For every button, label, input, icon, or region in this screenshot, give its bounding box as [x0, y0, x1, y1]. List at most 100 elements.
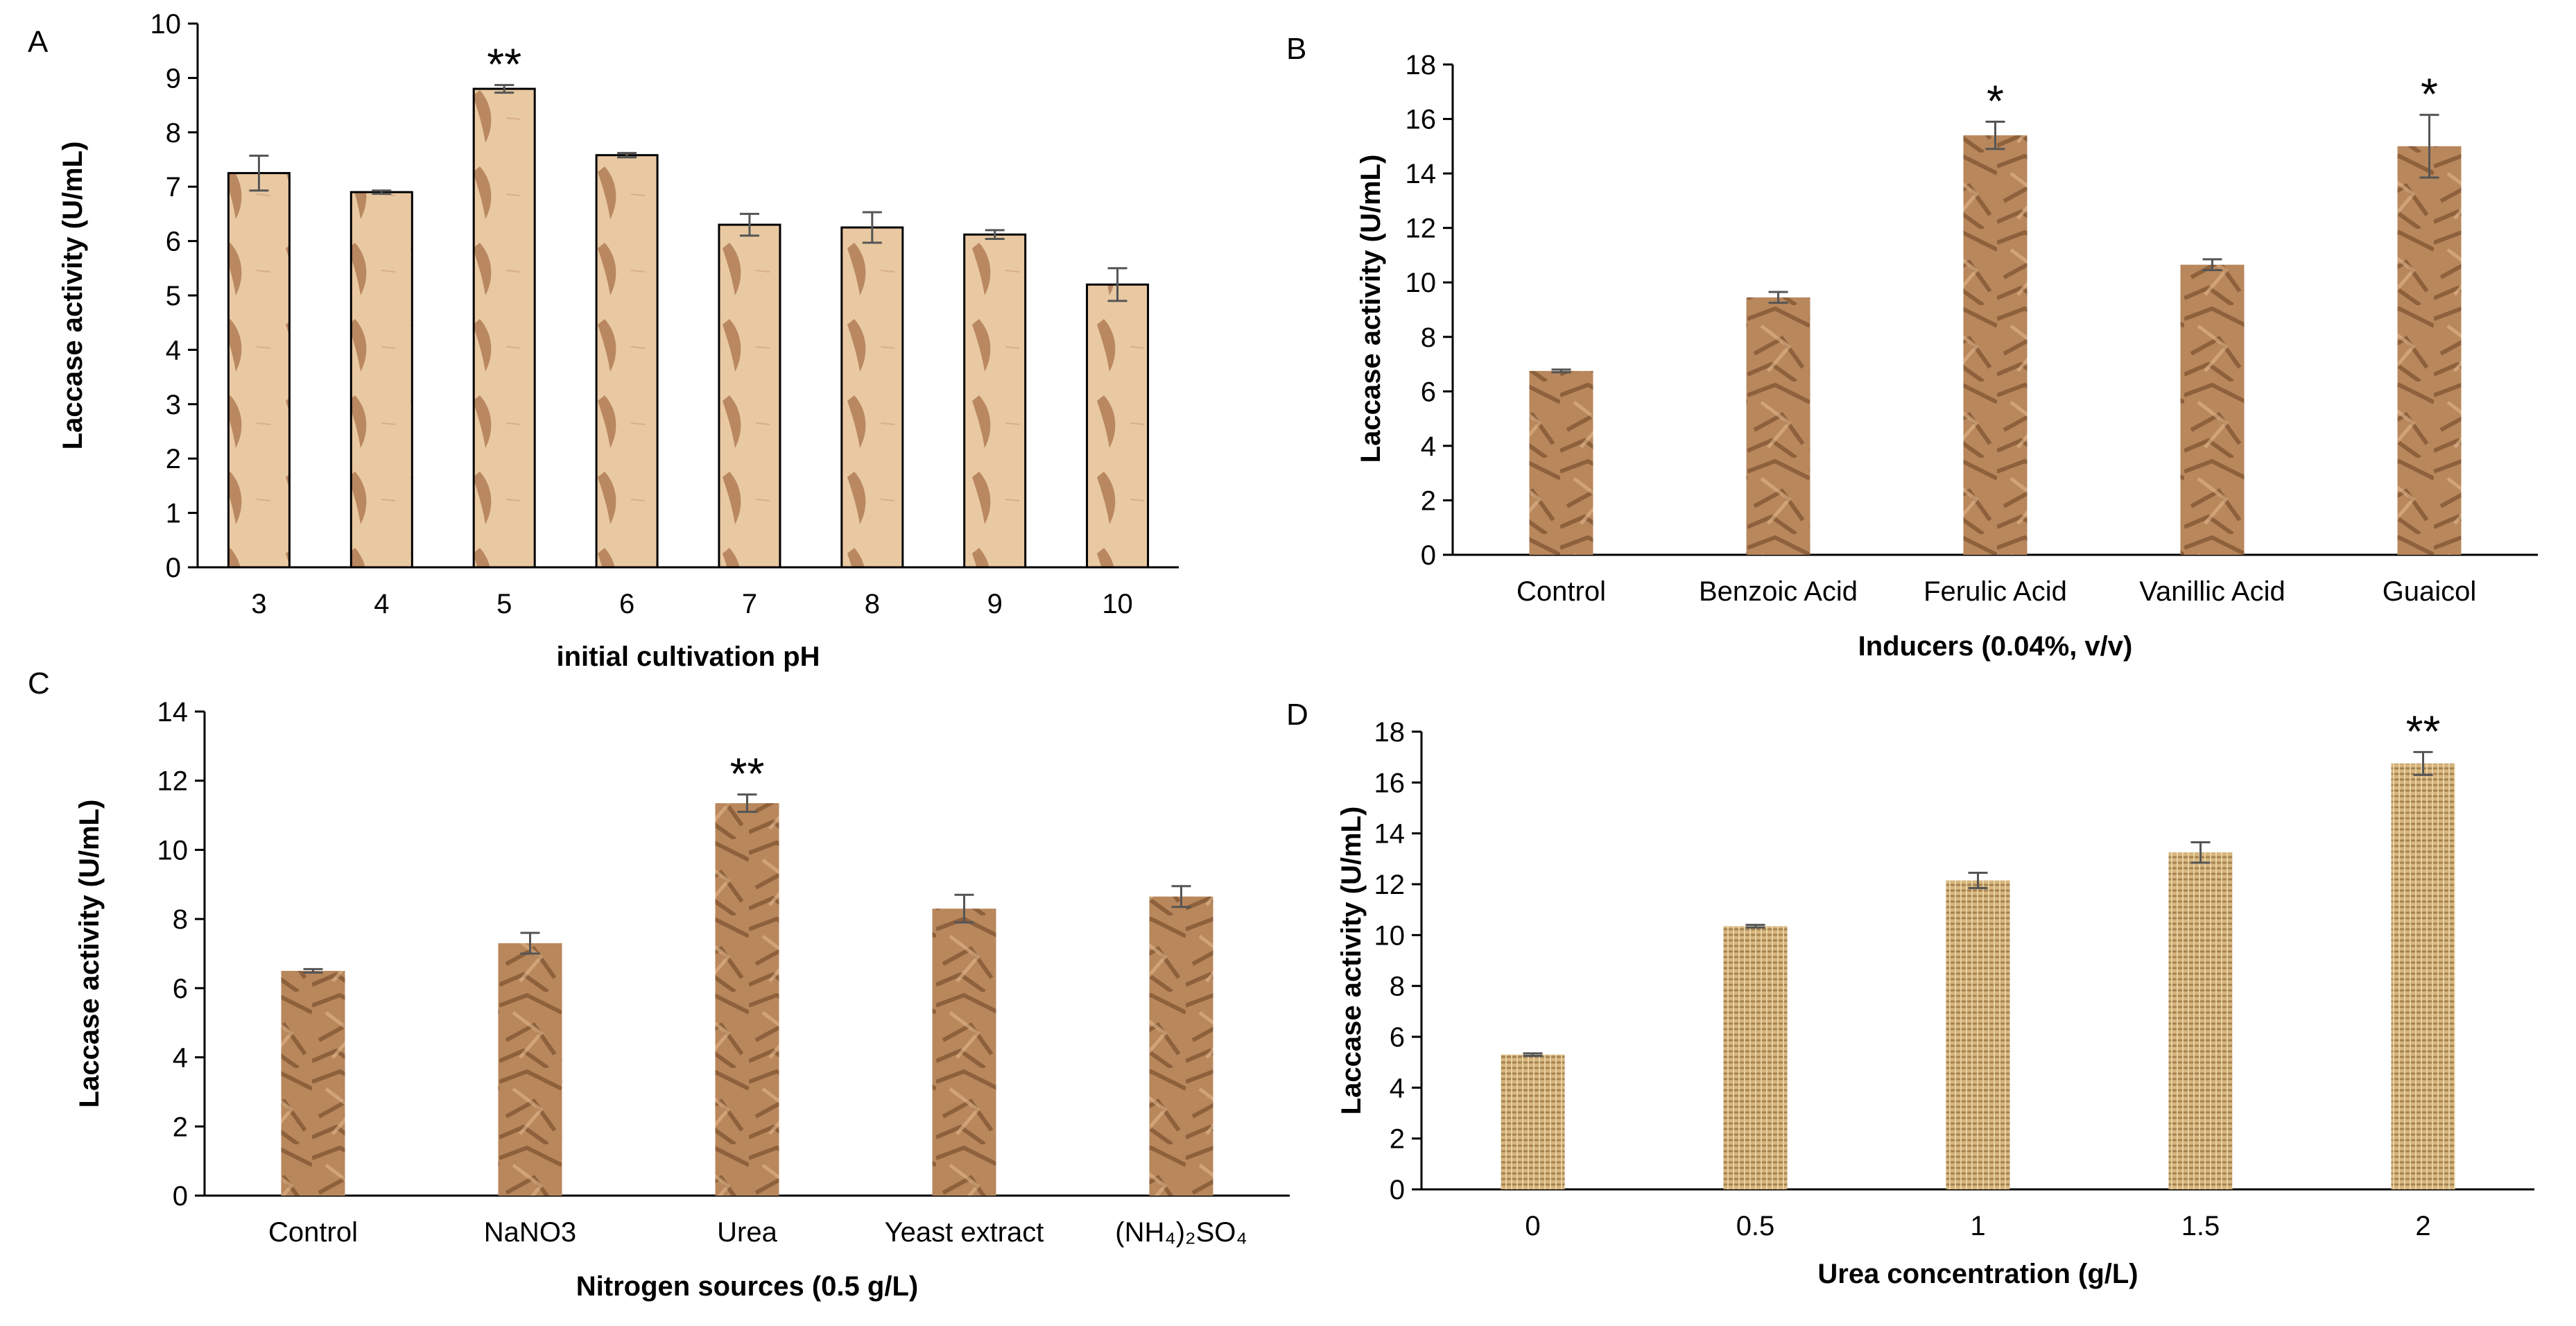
- y-tick-label: 8: [173, 904, 188, 935]
- x-tick-label: Benzoic Acid: [1699, 576, 1858, 607]
- x-tick-label: 7: [742, 589, 757, 619]
- y-tick-label: 16: [1406, 105, 1437, 135]
- bar-Control: [281, 970, 345, 1196]
- bar-NaNO3: [498, 943, 562, 1196]
- y-tick-label: 8: [1421, 322, 1436, 353]
- x-tick-label: 3: [251, 589, 266, 619]
- bar-Ferulic Acid: [1963, 135, 2028, 556]
- significance-marker: **: [487, 40, 521, 89]
- x-tick-label: 8: [865, 589, 880, 619]
- y-tick-label: 8: [1390, 972, 1405, 1002]
- y-tick-label: 6: [1421, 377, 1436, 407]
- chart-panel-d: D 0 2 4 6 8 10 12 14 16 18 0 0.5 1 1.5 ** 2 Urea concentr…: [1286, 698, 2534, 1289]
- bar-Vanillic Acid: [2180, 264, 2245, 555]
- bar-1.5: [2168, 852, 2233, 1189]
- y-tick-label: 14: [1406, 159, 1437, 189]
- x-axis-title: initial cultivation pH: [556, 642, 820, 672]
- x-tick-label: Yeast extract: [885, 1217, 1044, 1248]
- bar-Urea: [715, 803, 779, 1196]
- y-tick-label: 0: [1390, 1175, 1405, 1205]
- y-tick-label: 10: [157, 835, 189, 866]
- x-tick-label: 4: [374, 589, 389, 619]
- y-tick-label: 6: [1390, 1022, 1405, 1053]
- y-tick-label: 18: [1406, 50, 1437, 80]
- bar-9: [963, 233, 1027, 569]
- significance-marker: **: [730, 749, 765, 799]
- y-tick-label: 0: [166, 553, 181, 583]
- x-tick-label: 1.5: [2181, 1211, 2220, 1241]
- bar-(NH₄)₂SO₄: [1149, 896, 1213, 1196]
- y-tick-label: 2: [1421, 485, 1436, 516]
- y-tick-label: 9: [166, 63, 181, 94]
- y-tick-label: 4: [173, 1043, 188, 1074]
- x-axis-title: Nitrogen sources (0.5 g/L): [576, 1271, 918, 1302]
- significance-marker: *: [1987, 76, 2004, 126]
- bar-0.5: [1723, 926, 1788, 1189]
- bar-1: [1946, 880, 2010, 1189]
- y-tick-label: 2: [1390, 1124, 1405, 1155]
- x-tick-label: 6: [619, 589, 634, 619]
- y-tick-label: 10: [1374, 920, 1406, 951]
- y-axis-title: Laccase activity (U/mL): [1356, 155, 1386, 463]
- bar-2: [2391, 763, 2455, 1189]
- chart-panel-b: B 0 2 4 6 8 10 12 14 16 18 Control Benzoic Acid * Feru…: [1286, 32, 2538, 662]
- bar-Guaicol: [2397, 146, 2462, 556]
- x-axis-title: Inducers (0.04%, v/v): [1858, 631, 2133, 662]
- x-tick-label: 5: [496, 589, 512, 619]
- x-tick-label: 2: [2415, 1211, 2430, 1241]
- x-tick-label: 0.5: [1736, 1211, 1775, 1241]
- bar-6: [595, 154, 659, 569]
- y-tick-label: 14: [1374, 819, 1406, 850]
- y-tick-label: 7: [166, 172, 181, 203]
- bar-3: [227, 172, 291, 569]
- y-tick-label: 12: [1374, 870, 1406, 900]
- x-tick-label: NaNO3: [484, 1217, 576, 1248]
- y-tick-label: 0: [173, 1181, 188, 1212]
- y-tick-label: 10: [1406, 268, 1437, 298]
- y-tick-label: 2: [166, 444, 181, 474]
- y-tick-label: 0: [1421, 540, 1436, 571]
- bar-10: [1086, 283, 1150, 569]
- x-tick-label: Guaicol: [2383, 576, 2477, 607]
- y-tick-label: 4: [1390, 1073, 1405, 1103]
- bar-Control: [1529, 370, 1593, 555]
- x-tick-label: Control: [1516, 576, 1606, 607]
- panel-label: B: [1286, 32, 1306, 66]
- panel-label: C: [28, 666, 50, 700]
- y-tick-label: 14: [157, 697, 189, 727]
- y-tick-label: 12: [157, 766, 189, 797]
- x-tick-label: 9: [987, 589, 1003, 619]
- bar-Yeast extract: [932, 909, 996, 1196]
- y-tick-label: 3: [166, 390, 181, 420]
- y-axis-title: Laccase activity (U/mL): [58, 141, 88, 450]
- x-axis-title: Urea concentration (g/L): [1817, 1259, 2138, 1289]
- significance-marker: **: [2406, 706, 2441, 756]
- chart-panel-a: A 0 1 2 3 4 5 6 7 8 9 10 3 4 ** 5 6 7 8 9 10 initial cultivat…: [28, 9, 1179, 672]
- y-tick-label: 6: [166, 227, 181, 257]
- y-tick-label: 1: [166, 499, 181, 529]
- y-tick-label: 12: [1406, 214, 1437, 244]
- x-tick-label: (NH₄)₂SO₄: [1115, 1217, 1247, 1248]
- y-tick-label: 18: [1374, 717, 1406, 748]
- y-tick-label: 16: [1374, 768, 1406, 798]
- x-tick-label: 1: [1970, 1211, 1985, 1241]
- significance-marker: *: [2421, 69, 2438, 119]
- bar-4: [349, 191, 413, 569]
- chart-panel-c: C 0 2 4 6 8 10 12 14 Control NaNO3 ** Urea Yeast extr…: [28, 666, 1290, 1302]
- y-axis-title: Laccase activity (U/mL): [1336, 807, 1367, 1115]
- bar-7: [718, 223, 781, 569]
- y-axis-title: Laccase activity (U/mL): [74, 800, 105, 1108]
- y-tick-label: 5: [166, 281, 181, 311]
- bar-8: [840, 226, 904, 569]
- panel-label: A: [28, 25, 49, 59]
- x-tick-label: Ferulic Acid: [1924, 576, 2067, 607]
- y-tick-label: 4: [166, 335, 181, 365]
- y-tick-label: 8: [166, 118, 181, 148]
- y-tick-label: 10: [150, 9, 182, 40]
- y-tick-label: 2: [173, 1112, 188, 1142]
- bar-5: [472, 87, 536, 569]
- x-tick-label: Vanillic Acid: [2139, 576, 2285, 607]
- x-tick-label: 10: [1102, 589, 1133, 619]
